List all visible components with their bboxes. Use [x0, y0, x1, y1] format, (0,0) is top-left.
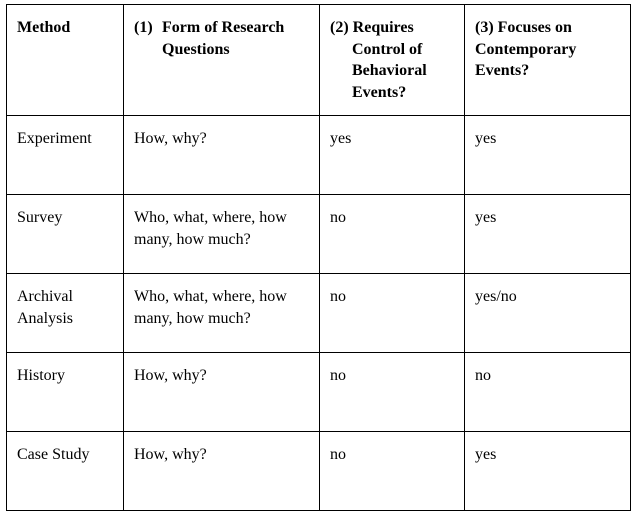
- cell-method: Archival Analysis: [7, 274, 124, 353]
- table-header-row: Method (1) Form of Research Questions (2…: [7, 5, 631, 116]
- cell-form: How, why?: [124, 353, 320, 432]
- table-row: History How, why? no no: [7, 353, 631, 432]
- col-header-focuses: (3) Focuses on Contemporary Events?: [465, 5, 631, 116]
- col-header-method: Method: [7, 5, 124, 116]
- cell-form: How, why?: [124, 432, 320, 511]
- cell-method: Experiment: [7, 116, 124, 195]
- cell-focuses: no: [465, 353, 631, 432]
- table-row: Experiment How, why? yes yes: [7, 116, 631, 195]
- table-row: Case Study How, why? no yes: [7, 432, 631, 511]
- header-label: Form of Research Questions: [162, 17, 309, 60]
- cell-form: How, why?: [124, 116, 320, 195]
- cell-focuses: yes: [465, 195, 631, 274]
- cell-form: Who, what, where, how many, how much?: [124, 195, 320, 274]
- cell-requires: yes: [320, 116, 465, 195]
- table-row: Survey Who, what, where, how many, how m…: [7, 195, 631, 274]
- cell-method: Survey: [7, 195, 124, 274]
- header-label: (3) Focuses on Contemporary Events?: [475, 17, 620, 82]
- cell-focuses: yes: [465, 116, 631, 195]
- col-header-form: (1) Form of Research Questions: [124, 5, 320, 116]
- col-header-requires: (2) Requires Control of Behavioral Event…: [320, 5, 465, 116]
- cell-method: Case Study: [7, 432, 124, 511]
- table-body: Experiment How, why? yes yes Survey Who,…: [7, 116, 631, 511]
- cell-focuses: yes: [465, 432, 631, 511]
- cell-requires: no: [320, 274, 465, 353]
- table-row: Archival Analysis Who, what, where, how …: [7, 274, 631, 353]
- cell-requires: no: [320, 432, 465, 511]
- cell-method: History: [7, 353, 124, 432]
- cell-requires: no: [320, 353, 465, 432]
- cell-requires: no: [320, 195, 465, 274]
- methods-table: Method (1) Form of Research Questions (2…: [6, 4, 631, 511]
- cell-form: Who, what, where, how many, how much?: [124, 274, 320, 353]
- header-label: (2) Requires Control of Behavioral Event…: [330, 17, 454, 103]
- header-label: Method: [17, 19, 70, 36]
- cell-focuses: yes/no: [465, 274, 631, 353]
- header-number: (1): [134, 17, 162, 39]
